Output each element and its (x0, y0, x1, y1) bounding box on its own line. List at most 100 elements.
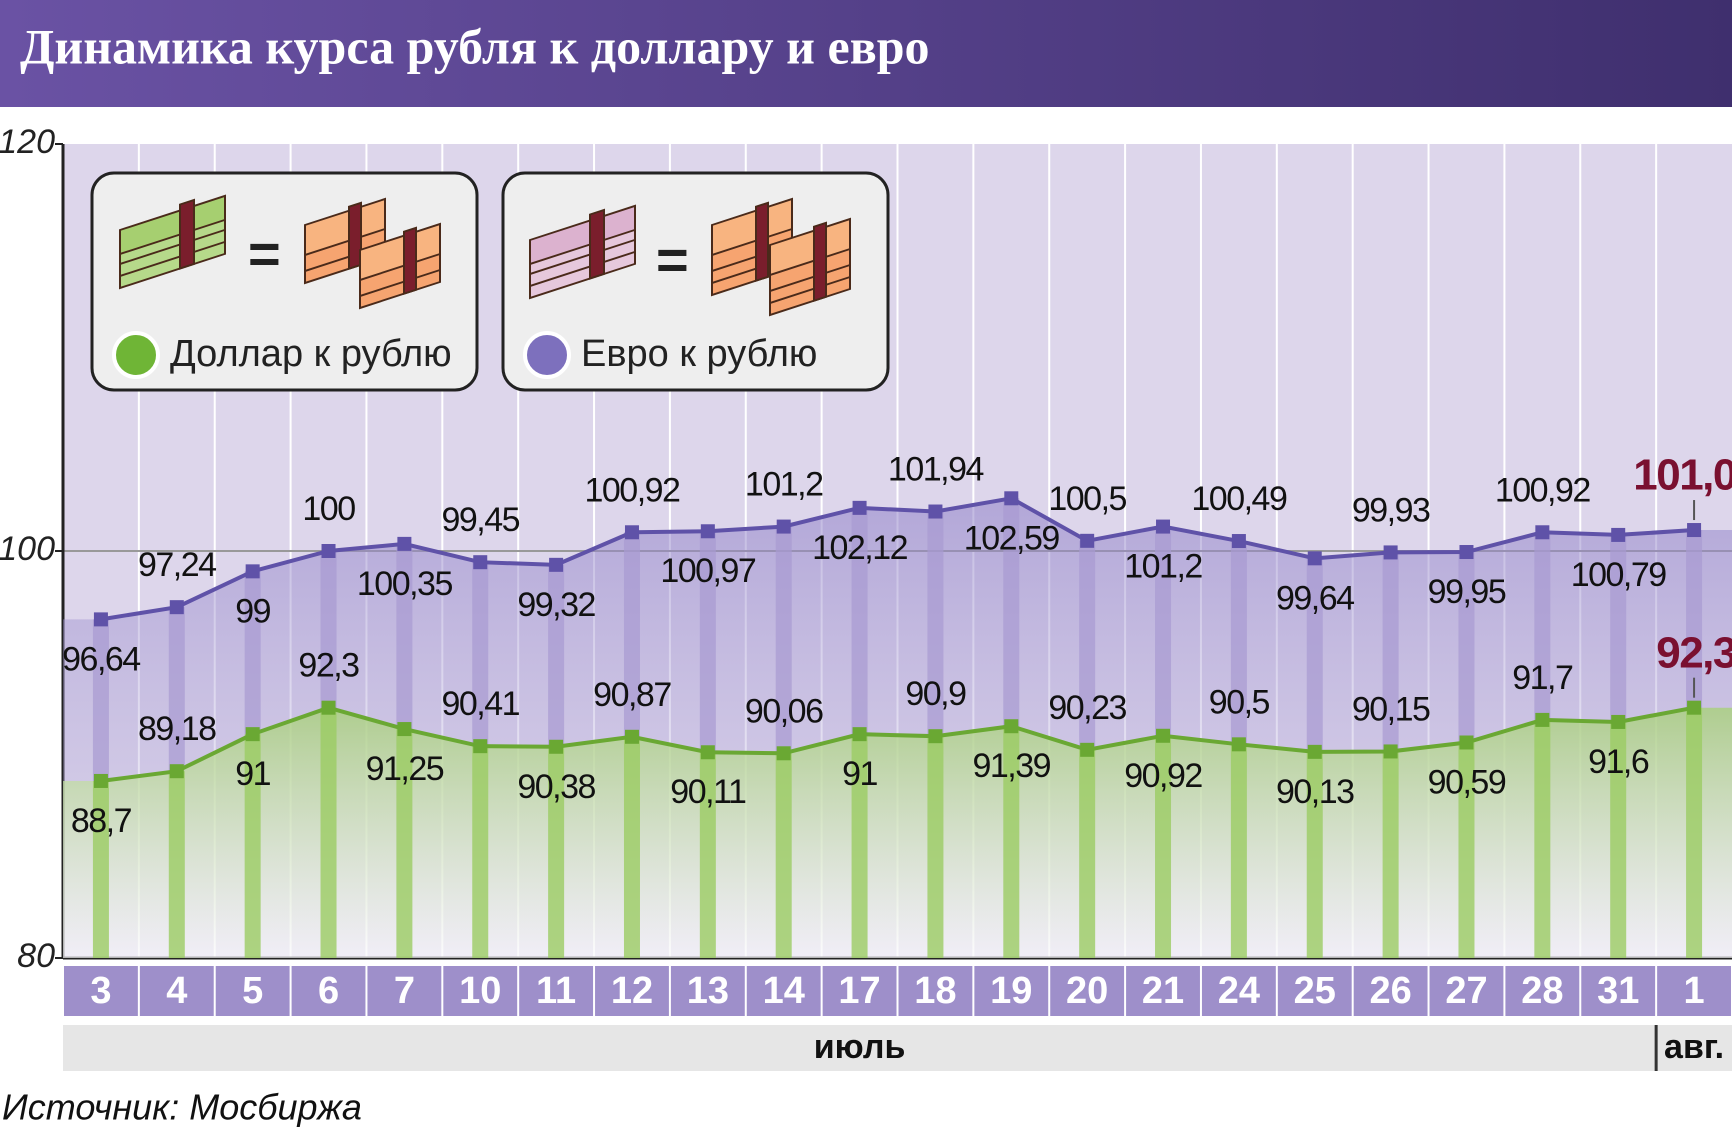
euro-bar (1458, 552, 1475, 743)
x-tick-label: 18 (914, 970, 956, 1012)
category-cell (1505, 966, 1580, 1016)
dollar-bar (1306, 751, 1323, 958)
dollar-bar (168, 771, 185, 958)
x-tick-label: 5 (242, 970, 263, 1012)
point (1307, 744, 1322, 759)
euro-bar (1230, 541, 1247, 745)
point (1687, 700, 1702, 715)
category-cell (1126, 966, 1200, 1016)
value-label: 102,59 (964, 519, 1060, 557)
point (624, 729, 639, 744)
dollar-area (63, 707, 1732, 958)
dollar-bar (320, 707, 337, 958)
dollar-bar (1079, 749, 1096, 958)
category-cell (1050, 966, 1125, 1016)
euro-bar (92, 619, 109, 781)
value-label: 90,38 (517, 768, 595, 806)
category-cell (974, 966, 1049, 1016)
value-label: 88,7 (71, 802, 132, 840)
category-cell (1429, 966, 1504, 1016)
chart-title: Динамика курса рубля к доллару и евро (20, 18, 930, 74)
value-label: 100,5 (1048, 480, 1126, 518)
point (1383, 545, 1398, 560)
dollar-bar (927, 736, 944, 958)
category-cell (595, 966, 669, 1016)
x-tick-label: 11 (536, 970, 576, 1012)
point (1080, 533, 1095, 548)
category-cell (1201, 966, 1276, 1016)
category-cell (519, 966, 594, 1016)
value-label: 100,79 (1571, 556, 1667, 594)
y-tick-label: 120 (0, 123, 55, 161)
header (0, 0, 1732, 107)
value-label: 90,06 (745, 692, 823, 730)
value-label: 90,59 (1428, 763, 1506, 801)
euro-bar (548, 564, 565, 747)
value-label: 90,11 (670, 773, 746, 811)
euro-bar (775, 526, 792, 754)
value-label: 100,92 (1495, 471, 1591, 509)
month-label: авг. (1664, 1028, 1724, 1066)
dollar-bar (548, 746, 565, 958)
value-label: 90,15 (1352, 690, 1430, 728)
dollar-bar (1610, 721, 1627, 958)
value-label: 90,23 (1048, 689, 1126, 727)
dollar-bar (775, 753, 792, 958)
plot: 8010012088,789,189192,391,2590,4190,3890… (0, 123, 1732, 1071)
euro-bar (168, 607, 185, 772)
dollar-bar (1382, 751, 1399, 958)
value-label: 90,87 (593, 676, 671, 714)
category-cell (670, 966, 745, 1016)
value-label: 91,25 (366, 750, 444, 788)
x-tick-label: 1 (1683, 970, 1704, 1012)
category-cell (1581, 966, 1656, 1016)
dollar-icon: = (119, 194, 441, 310)
category-cell (64, 966, 138, 1016)
category-cell (291, 966, 366, 1016)
category-cell (746, 966, 821, 1016)
value-label: 101,2 (745, 466, 823, 504)
legend-swatch (112, 331, 160, 379)
x-tick-label: 6 (318, 970, 339, 1012)
category-cell (1657, 966, 1731, 1016)
svg-text:=: = (656, 228, 689, 291)
dollar-bar (1686, 707, 1703, 958)
point (93, 773, 108, 788)
value-label: 100,35 (357, 565, 453, 603)
point (1459, 545, 1474, 560)
value-label: 91,6 (1588, 743, 1649, 781)
point (1535, 525, 1550, 540)
x-tick-label: 25 (1294, 970, 1336, 1012)
value-label: 90,5 (1209, 683, 1270, 721)
category-cell (215, 966, 290, 1016)
y-tick-label: 100 (0, 530, 55, 568)
dollar-bar (244, 734, 261, 958)
value-label: 99,32 (517, 586, 595, 624)
x-tick-label: 3 (90, 970, 111, 1012)
value-label: 102,12 (812, 529, 908, 567)
point (1231, 534, 1246, 549)
point (397, 536, 412, 551)
category-cell (822, 966, 897, 1016)
x-tick-label: 7 (394, 970, 415, 1012)
value-label: 90,41 (441, 685, 519, 723)
point (549, 739, 564, 754)
point (928, 729, 943, 744)
x-tick-label: 19 (990, 970, 1032, 1012)
dollar-bar (396, 729, 413, 958)
point (1687, 523, 1702, 538)
dollar-bar (92, 780, 109, 958)
value-label: 101,03 (1633, 451, 1732, 500)
point (1611, 714, 1626, 729)
value-label: 90,9 (905, 675, 966, 713)
euro-bar (1003, 498, 1020, 727)
value-label: 90,13 (1276, 773, 1354, 811)
value-label: 99,64 (1276, 579, 1354, 617)
euro-bar (320, 551, 337, 708)
value-label: 100 (302, 490, 355, 528)
euro-bar (1610, 534, 1627, 722)
value-label: 91,39 (972, 747, 1050, 785)
dollar-bar (1155, 735, 1172, 958)
euro-bar (1686, 530, 1703, 708)
